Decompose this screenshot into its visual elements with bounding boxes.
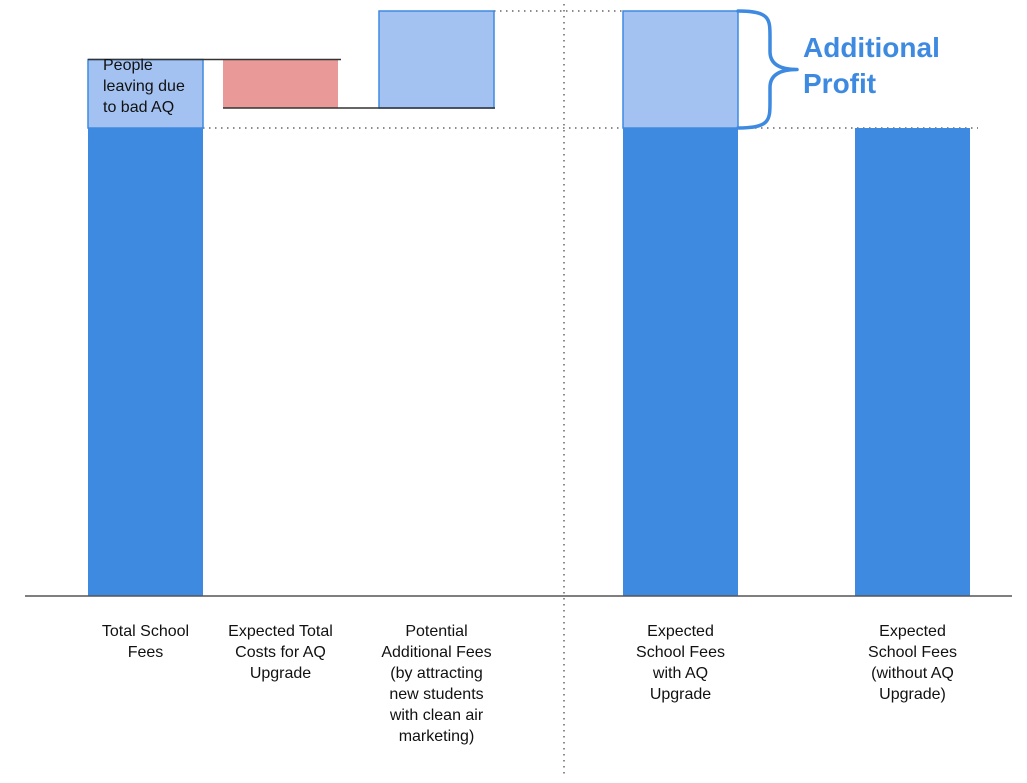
category-label-line: Upgrade	[649, 686, 712, 703]
category-label-line: Additional Fees	[381, 644, 492, 661]
bar-3-segment-gain	[378, 10, 495, 109]
segment-label-line: leaving due	[103, 78, 185, 95]
category-label-line: Total School	[101, 623, 190, 640]
annotation-line: Profit	[803, 68, 877, 99]
segment-label-line: to bad AQ	[103, 99, 175, 116]
category-label-line: with clean air	[389, 707, 484, 724]
bar-4-segment-profit	[622, 10, 739, 129]
category-label-line: Potential	[405, 623, 468, 640]
category-label-1: Total School Fees	[71, 621, 221, 663]
category-label-3: Potential Additional Fees (by attracting ne…	[362, 621, 512, 747]
category-label-line: School Fees	[636, 644, 725, 661]
category-label-5: Expected School Fees (without AQ Upgrade)	[838, 621, 988, 705]
category-label-line: Expected	[879, 623, 946, 640]
category-label-2: Expected Total Costs for AQ Upgrade	[206, 621, 356, 684]
category-label-line: Upgrade	[249, 665, 312, 682]
bar-1-segment-base	[88, 128, 203, 596]
category-label-line: (without AQ	[871, 665, 954, 682]
category-label-4: Expected School Fees with AQ Upgrade	[606, 621, 756, 705]
category-label-line: Upgrade)	[879, 686, 946, 703]
category-label-line: Expected	[647, 623, 714, 640]
category-label-line: new students	[389, 686, 484, 703]
bar-5-segment-base	[855, 128, 970, 596]
additional-profit-brace	[736, 9, 799, 130]
category-label-line: marketing)	[398, 728, 475, 745]
bar-4-segment-base	[623, 128, 738, 596]
category-label-line: Expected Total	[228, 623, 333, 640]
segment-label-line: People	[103, 57, 153, 74]
category-label-line: with AQ	[652, 665, 709, 682]
bar-2-segment-cost	[223, 59, 338, 109]
category-label-line: School Fees	[868, 644, 957, 661]
category-label-line: (by attracting	[390, 665, 483, 682]
additional-profit-annotation: Additional Profit	[803, 30, 940, 102]
category-label-line: Fees	[127, 644, 164, 661]
annotation-line: Additional	[803, 32, 940, 63]
category-label-line: Costs for AQ	[235, 644, 326, 661]
segment-label-people-leaving: People leaving due to bad AQ	[103, 55, 185, 118]
bar-1-segment-loss	[87, 58, 204, 129]
